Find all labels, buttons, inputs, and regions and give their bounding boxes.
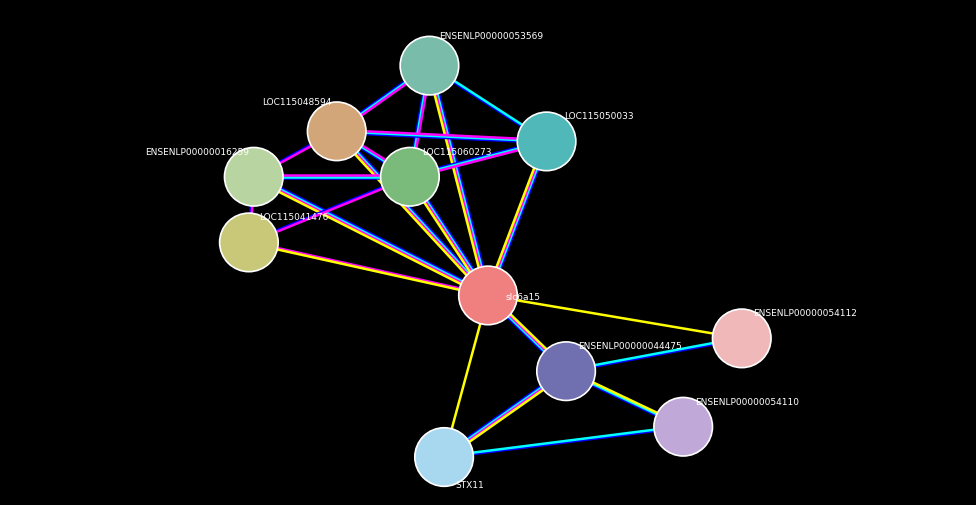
Ellipse shape — [224, 147, 283, 206]
Text: ENSENLP00000054110: ENSENLP00000054110 — [695, 397, 799, 407]
Ellipse shape — [712, 309, 771, 368]
Text: ENSENLP00000054112: ENSENLP00000054112 — [753, 309, 857, 318]
Text: STX11: STX11 — [456, 481, 484, 490]
Ellipse shape — [220, 213, 278, 272]
Text: LOC115050033: LOC115050033 — [564, 112, 633, 121]
Ellipse shape — [381, 147, 439, 206]
Text: LOC115041476: LOC115041476 — [259, 213, 328, 222]
Ellipse shape — [415, 428, 473, 486]
Ellipse shape — [517, 112, 576, 171]
Ellipse shape — [459, 266, 517, 325]
Text: ENSENLP00000044475: ENSENLP00000044475 — [578, 342, 681, 351]
Text: slc6a15: slc6a15 — [506, 293, 541, 302]
Text: ENSENLP00000016259: ENSENLP00000016259 — [144, 147, 249, 157]
Ellipse shape — [307, 102, 366, 161]
Text: LOC115060273: LOC115060273 — [422, 147, 491, 157]
Text: LOC115048594: LOC115048594 — [263, 98, 332, 107]
Ellipse shape — [654, 397, 712, 456]
Ellipse shape — [400, 36, 459, 95]
Ellipse shape — [537, 342, 595, 400]
Text: ENSENLP00000053569: ENSENLP00000053569 — [439, 32, 544, 41]
